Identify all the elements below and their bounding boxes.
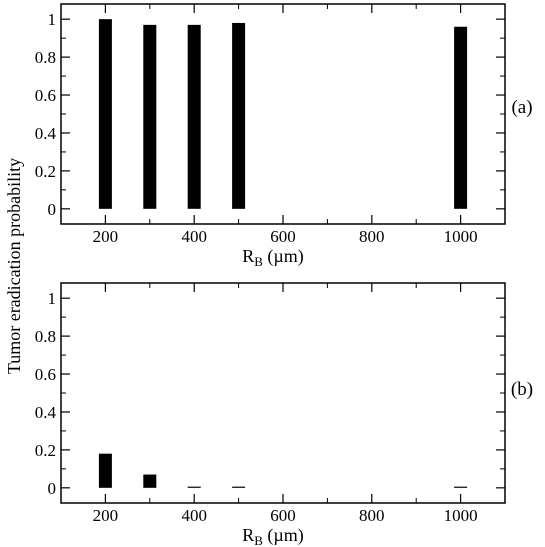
panel-b-label: (b) <box>511 379 533 400</box>
panel-a-bar <box>143 24 157 209</box>
panel-b-y-tick-label: 0.8 <box>35 327 56 346</box>
panel-a-x-axis-title: RB (µm) <box>242 246 304 269</box>
panel-b-x-tick-label: 400 <box>181 506 207 525</box>
panel-b-bar <box>187 486 201 488</box>
panel-a-x-tick-label: 1000 <box>444 227 478 246</box>
y-axis-title: Tumor eradication probability <box>4 158 24 374</box>
panel-a-y-tick-label: 0 <box>48 200 57 219</box>
panel-b-y-tick-label: 0 <box>48 479 57 498</box>
panel-b-bar <box>98 453 112 488</box>
panel-a-y-tick-label: 1 <box>48 10 57 29</box>
panel-a-y-tick-label: 0.6 <box>35 86 56 105</box>
panel-b-x-tick-label: 1000 <box>444 506 478 525</box>
panel-a-x-tick-label: 600 <box>270 227 296 246</box>
panel-a-y-tick-label: 0.8 <box>35 48 56 67</box>
panel-b-x-tick-label: 600 <box>270 506 296 525</box>
panel-a-y-tick-label: 0.4 <box>35 124 57 143</box>
panel-a-label: (a) <box>511 97 532 118</box>
panel-b-x-axis-title: RB (µm) <box>242 525 304 547</box>
panel-b-y-tick-label: 0.6 <box>35 365 56 384</box>
panel-a-bar <box>187 24 201 209</box>
panel-a-x-tick-label: 400 <box>181 227 207 246</box>
panel-b-plot-frame <box>60 282 506 504</box>
panel-a-x-tick-label: 800 <box>359 227 385 246</box>
panel-a-bar <box>454 26 468 209</box>
panel-a-y-tick-label: 0.2 <box>35 162 56 181</box>
panel-b-y-tick-label: 0.2 <box>35 441 56 460</box>
panel-a-bar <box>98 19 112 209</box>
panel-b-bar <box>232 486 246 488</box>
panel-a-plot-frame <box>60 3 506 225</box>
panel-a-x-tick-label: 200 <box>93 227 119 246</box>
panel-b-bar <box>454 486 468 488</box>
panel-b-y-tick-label: 1 <box>48 289 57 308</box>
panel-b-y-tick-label: 0.4 <box>35 403 57 422</box>
panel-b-x-tick-label: 800 <box>359 506 385 525</box>
panel-b-x-tick-label: 200 <box>93 506 119 525</box>
panel-b-bar <box>143 474 157 488</box>
panel-a-bar <box>232 22 246 209</box>
